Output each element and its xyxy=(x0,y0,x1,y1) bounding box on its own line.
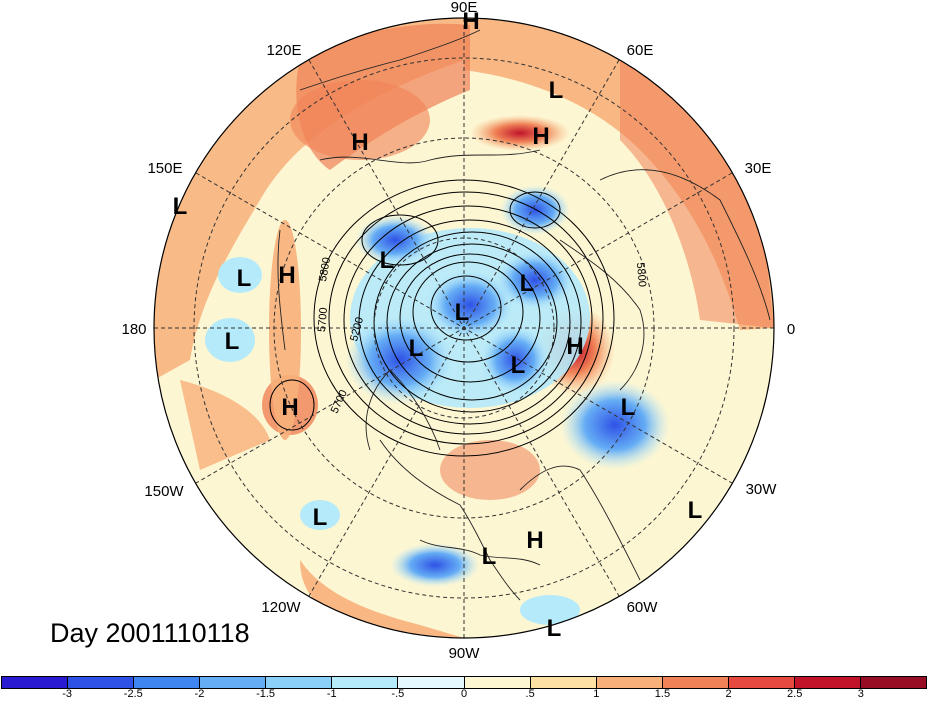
colorbar-swatch xyxy=(134,677,201,688)
colorbar-swatch xyxy=(530,677,597,688)
lon-label-90w: 90W xyxy=(449,645,481,662)
lon-label-150w: 150W xyxy=(144,483,184,500)
colorbar-swatch xyxy=(332,677,399,688)
colorbar-tick-label: -1 xyxy=(326,688,337,700)
lon-label-120w: 120W xyxy=(261,599,301,616)
lon-label-30w: 30W xyxy=(746,481,778,498)
colorbar-ticks: -3 -2.5 -2 -1.5 -1 -.5 0 .5 1 1.5 2 2.5 3 xyxy=(0,688,928,702)
pressure-center-low: L xyxy=(482,543,497,570)
height-contours xyxy=(269,179,615,457)
map-title: Day 2001110118 xyxy=(50,618,250,648)
pressure-center-high: H xyxy=(532,123,549,150)
pressure-center-low: L xyxy=(547,615,562,642)
pressure-center-low: L xyxy=(225,328,240,355)
pressure-center-high: H xyxy=(278,262,295,289)
lon-label-0: 0 xyxy=(787,321,795,338)
pressure-center-low: L xyxy=(237,265,252,292)
longitude-labels: 90E 60E 30E 0 30W 60W 90W 120W 150W 180 … xyxy=(121,0,795,662)
lon-label-150e: 150E xyxy=(147,160,182,177)
pressure-center-high: H xyxy=(281,394,298,421)
colorbar-tick-label: 1 xyxy=(593,688,600,700)
colorbar-tick-label: -3 xyxy=(62,688,73,700)
pressure-center-low: L xyxy=(621,394,636,421)
lon-label-30e: 30E xyxy=(745,160,772,177)
lon-label-120e: 120E xyxy=(266,42,301,59)
pressure-center-low: L xyxy=(380,247,395,274)
colorbar xyxy=(1,676,927,689)
colorbar-swatch xyxy=(728,677,795,688)
pressure-center-high: H xyxy=(351,129,368,156)
colorbar-tick-label: -1.5 xyxy=(256,688,276,700)
colorbar-tick-label: 1.5 xyxy=(654,688,671,700)
contour-label: 5800 xyxy=(317,256,333,282)
colorbar-tick-label: 0 xyxy=(460,688,468,700)
colorbar-tick-label: 2.5 xyxy=(787,688,803,700)
lon-label-180: 180 xyxy=(121,321,146,338)
colorbar-swatch xyxy=(2,677,69,688)
pressure-center-low: L xyxy=(313,504,328,531)
lon-label-90e: 90E xyxy=(451,0,478,16)
colorbar-swatch xyxy=(596,677,663,688)
colorbar-swatch xyxy=(464,677,531,688)
colorbar-tick-label: 3 xyxy=(857,688,864,700)
lon-label-60e: 60E xyxy=(627,42,654,59)
colorbar-swatch xyxy=(266,677,333,688)
pressure-center-low: L xyxy=(549,77,564,104)
map-boundary xyxy=(153,17,775,639)
pressure-center-high: H xyxy=(566,333,583,360)
pressure-centers: H L H H L L H L L L L L H L L H L L L H … xyxy=(173,8,703,642)
colorbar-tick-label: -2.5 xyxy=(123,688,143,700)
pressure-center-high: H xyxy=(526,527,543,554)
colorbar-tick-label: .5 xyxy=(525,688,535,700)
pressure-center-low: L xyxy=(511,352,526,379)
colorbar-swatch xyxy=(68,677,135,688)
pressure-center-low: L xyxy=(688,497,703,524)
colorbar-swatch xyxy=(398,677,465,688)
contour-label: 5800 xyxy=(634,262,648,287)
graticule xyxy=(154,18,774,638)
anomaly-field xyxy=(154,18,774,638)
colorbar-swatch xyxy=(200,677,267,688)
pressure-center-low: L xyxy=(455,299,470,326)
colorbar-swatch xyxy=(861,677,927,688)
pressure-center-low: L xyxy=(520,270,535,297)
colorbar-swatch xyxy=(662,677,729,688)
colorbar-swatch xyxy=(794,677,862,688)
colorbar-tick-label: -.5 xyxy=(391,688,405,700)
colorbar-tick-label: -2 xyxy=(194,688,205,700)
pressure-center-high: H xyxy=(462,8,479,35)
contour-label: 5700 xyxy=(316,307,330,332)
pressure-center-low: L xyxy=(409,335,424,362)
pressure-center-low: L xyxy=(173,193,188,220)
lon-label-60w: 60W xyxy=(627,599,659,616)
colorbar-tick-label: 2 xyxy=(725,688,732,700)
